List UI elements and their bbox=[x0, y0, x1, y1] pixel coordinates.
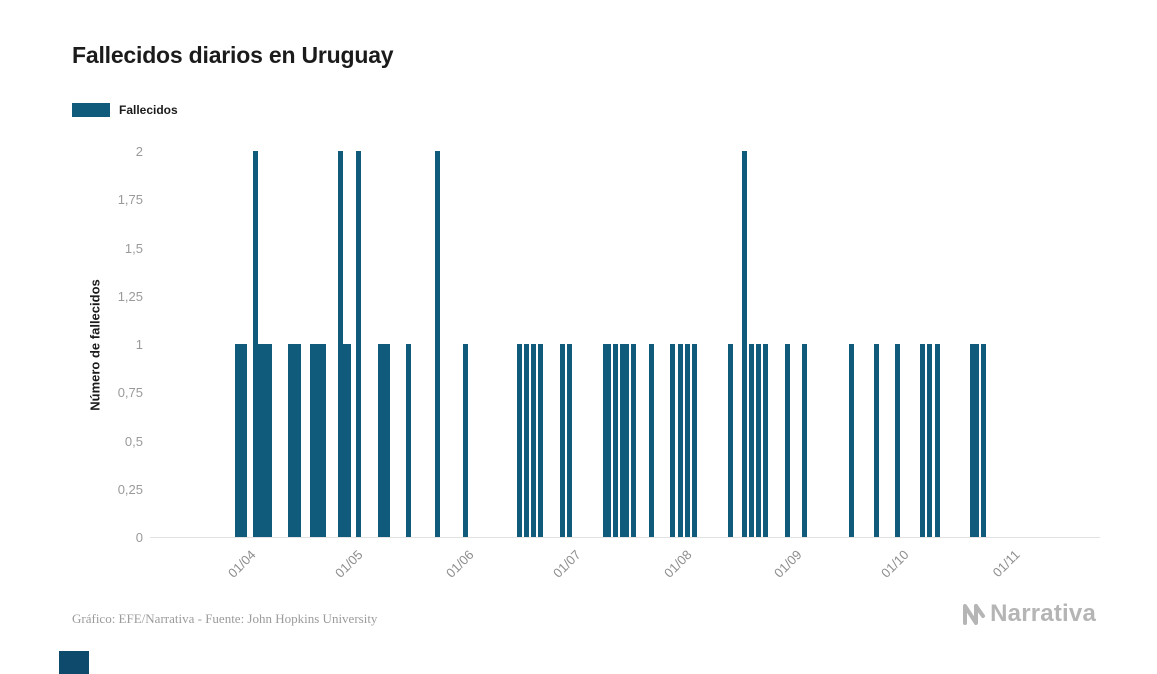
y-tick-label: 2 bbox=[135, 144, 143, 159]
bar[interactable] bbox=[381, 344, 387, 537]
bar[interactable] bbox=[356, 151, 362, 537]
bar[interactable] bbox=[316, 344, 322, 537]
x-axis-tick-labels: 01/04 01/05 01/06 01/07 01/08 01/09 01/10 01/11 bbox=[0, 547, 1157, 607]
y-tick-label: 1 bbox=[135, 337, 143, 352]
legend-label: Fallecidos bbox=[119, 103, 178, 117]
bar[interactable] bbox=[873, 344, 879, 537]
bar[interactable] bbox=[927, 344, 933, 537]
x-tick-label: 01/06 bbox=[442, 547, 477, 581]
bar[interactable] bbox=[784, 344, 790, 537]
bar[interactable] bbox=[288, 344, 294, 537]
bar[interactable] bbox=[920, 344, 926, 537]
y-tick-label: 1,25 bbox=[117, 289, 143, 304]
bar[interactable] bbox=[559, 344, 565, 537]
y-tick-label: 0,5 bbox=[124, 434, 143, 449]
plot-area bbox=[150, 151, 1100, 538]
bar[interactable] bbox=[613, 344, 619, 537]
bar[interactable] bbox=[895, 344, 901, 537]
bar[interactable] bbox=[970, 344, 976, 537]
bar[interactable] bbox=[291, 344, 297, 537]
bar[interactable] bbox=[748, 344, 754, 537]
bar[interactable] bbox=[524, 344, 529, 537]
y-tick-label: 1,75 bbox=[117, 192, 143, 207]
bar[interactable] bbox=[463, 344, 469, 537]
bar[interactable] bbox=[602, 344, 608, 537]
bar[interactable] bbox=[973, 344, 979, 537]
bar[interactable] bbox=[516, 344, 522, 537]
bar[interactable] bbox=[320, 344, 326, 537]
x-tick-label: 01/09 bbox=[770, 547, 805, 581]
bar[interactable] bbox=[677, 344, 683, 537]
bar[interactable] bbox=[531, 344, 537, 537]
bar[interactable] bbox=[606, 344, 612, 537]
bar[interactable] bbox=[259, 344, 265, 537]
bar[interactable] bbox=[802, 344, 808, 537]
bar[interactable] bbox=[934, 344, 940, 537]
chart-source-credit: Gráfico: EFE/Narrativa - Fuente: John Ho… bbox=[72, 611, 378, 626]
y-tick-label: 1,5 bbox=[124, 241, 143, 256]
bar[interactable] bbox=[670, 344, 676, 537]
bar[interactable] bbox=[345, 344, 351, 537]
narrativa-logo: Narrativa bbox=[961, 600, 1096, 628]
x-tick-label: 01/04 bbox=[224, 547, 259, 581]
narrativa-logo-text: Narrativa bbox=[990, 600, 1096, 627]
bar[interactable] bbox=[313, 344, 319, 537]
x-tick-label: 01/05 bbox=[331, 547, 366, 581]
bar[interactable] bbox=[538, 344, 544, 537]
bar[interactable] bbox=[727, 344, 733, 537]
bar[interactable] bbox=[266, 344, 272, 537]
bar[interactable] bbox=[252, 151, 258, 537]
bar[interactable] bbox=[763, 344, 769, 537]
bar[interactable] bbox=[406, 344, 412, 537]
bar[interactable] bbox=[623, 344, 629, 537]
bar[interactable] bbox=[741, 151, 747, 537]
bar[interactable] bbox=[848, 344, 854, 537]
bar[interactable] bbox=[341, 344, 347, 537]
bar[interactable] bbox=[241, 344, 247, 537]
bar[interactable] bbox=[631, 344, 637, 537]
y-tick-label: 0 bbox=[135, 530, 143, 545]
bar[interactable] bbox=[691, 344, 697, 537]
bar[interactable] bbox=[377, 344, 383, 537]
y-axis-tick-labels: 2 1,75 1,5 1,25 1 0,75 0,5 0,25 0 bbox=[0, 0, 143, 560]
bar[interactable] bbox=[238, 344, 244, 537]
bar[interactable] bbox=[620, 344, 626, 537]
bar[interactable] bbox=[338, 151, 344, 537]
bar[interactable] bbox=[263, 344, 269, 537]
bar[interactable] bbox=[295, 344, 301, 537]
x-tick-label: 01/08 bbox=[660, 547, 695, 581]
x-tick-label: 01/10 bbox=[877, 547, 912, 581]
bar[interactable] bbox=[309, 344, 315, 537]
legend-item-fallecidos[interactable]: Fallecidos bbox=[72, 103, 178, 117]
bar[interactable] bbox=[384, 344, 390, 537]
narrativa-logo-icon bbox=[961, 601, 987, 627]
bar[interactable] bbox=[980, 344, 986, 537]
bar[interactable] bbox=[566, 344, 572, 537]
x-tick-label: 01/11 bbox=[989, 547, 1023, 580]
x-tick-label: 01/07 bbox=[549, 547, 584, 581]
bar[interactable] bbox=[756, 344, 761, 537]
bottom-left-partial-element bbox=[59, 651, 89, 674]
bar[interactable] bbox=[234, 344, 240, 537]
y-tick-label: 0,75 bbox=[117, 385, 143, 400]
bar[interactable] bbox=[256, 344, 262, 537]
legend-swatch bbox=[72, 103, 110, 117]
y-tick-label: 0,25 bbox=[117, 482, 143, 497]
bar[interactable] bbox=[434, 151, 440, 537]
page-title: Fallecidos diarios en Uruguay bbox=[72, 42, 394, 68]
bar[interactable] bbox=[684, 344, 690, 537]
bar[interactable] bbox=[648, 344, 654, 537]
